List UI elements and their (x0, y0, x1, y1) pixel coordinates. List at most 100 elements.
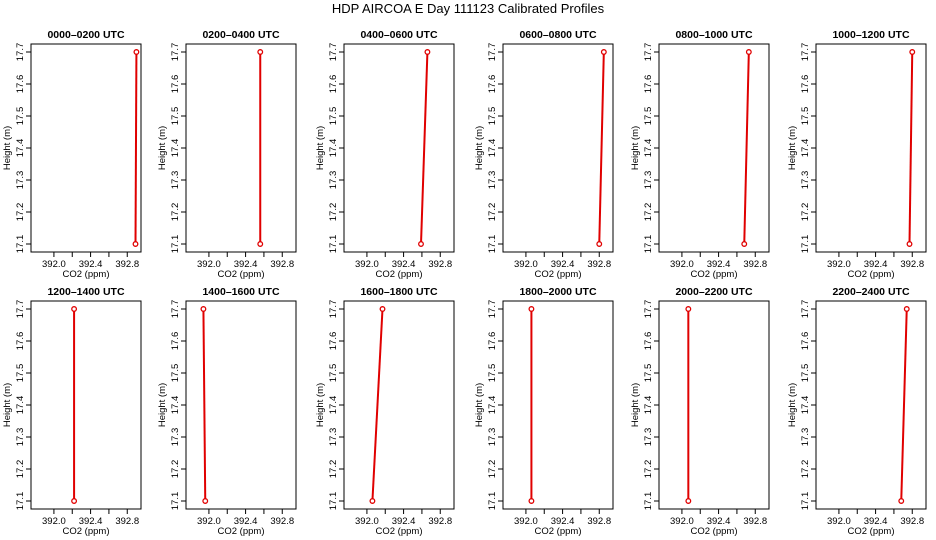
y-axis-label: Height (m) (474, 126, 485, 170)
y-tick-label: 17.1 (487, 235, 498, 254)
data-point (132, 241, 139, 247)
profile-line (598, 51, 605, 245)
x-tick-label: 392.4 (707, 259, 731, 270)
y-tick-label: 17.1 (15, 235, 26, 254)
x-tick-label: 392.8 (743, 259, 767, 270)
x-tick-label: 392.4 (864, 516, 888, 527)
y-axis-label: Height (m) (2, 126, 13, 170)
x-tick-label: 392.8 (428, 259, 452, 270)
y-tick-label: 17.6 (800, 332, 811, 351)
y-tick-label: 17.2 (15, 460, 26, 479)
y-tick-label: 17.1 (643, 492, 654, 511)
data-point (898, 498, 905, 504)
plot-frame (658, 300, 770, 510)
y-axis-label: Height (m) (315, 126, 326, 170)
y-tick-label: 17.6 (487, 75, 498, 94)
x-tick-label: 392.8 (587, 259, 611, 270)
x-tick-label: 392.8 (587, 516, 611, 527)
y-tick-label: 17.5 (15, 107, 26, 126)
y-tick-label: 17.1 (328, 235, 339, 254)
plot-frame (658, 43, 770, 253)
y-tick-label: 17.7 (15, 300, 26, 319)
plot-frame (502, 300, 614, 510)
plot-frame (815, 300, 927, 510)
x-tick-label: 392.0 (355, 516, 379, 527)
x-tick-label: 392.4 (707, 516, 731, 527)
x-tick-label: 392.4 (392, 516, 416, 527)
panel-title: 2000–2200 UTC (675, 286, 752, 298)
x-axis-label: CO2 (ppm) (376, 269, 423, 280)
data-point (685, 306, 692, 312)
y-tick-label: 17.6 (643, 332, 654, 351)
x-tick-label: 392.0 (827, 516, 851, 527)
data-point (741, 241, 748, 247)
y-tick-label: 17.1 (170, 235, 181, 254)
y-tick-label: 17.4 (800, 396, 811, 415)
x-tick-label: 392.8 (270, 516, 294, 527)
y-tick-label: 17.5 (328, 107, 339, 126)
data-point (424, 49, 431, 55)
data-point (596, 241, 603, 247)
figure-title: HDP AIRCOA E Day 111123 Calibrated Profi… (332, 1, 605, 16)
panel-5: 0800–1000 UTC 392.0 392.4 392.8 17.1 17.2 17.3… (630, 29, 770, 280)
y-tick-label: 17.4 (800, 139, 811, 158)
data-point (418, 241, 424, 247)
panels: 0000–0200 UTC 392.0 392.4 392.8 17.1 17.2 17.3… (2, 29, 927, 537)
y-tick-label: 17.4 (328, 396, 339, 415)
panel-title: 1600–1800 UTC (360, 286, 437, 298)
profile-line (420, 51, 429, 245)
y-tick-label: 17.6 (15, 332, 26, 351)
y-tick-label: 17.7 (800, 300, 811, 319)
y-axis-label: Height (m) (787, 126, 798, 170)
x-tick-label: 392.8 (900, 259, 924, 270)
panel-3: 0400–0600 UTC 392.0 392.4 392.8 17.1 17.2 17.3… (315, 29, 455, 280)
x-tick-label: 392.4 (864, 259, 888, 270)
y-tick-label: 17.1 (800, 492, 811, 511)
y-axis-label: Height (m) (157, 126, 168, 170)
x-tick-label: 392.0 (42, 259, 66, 270)
plot-frame (185, 43, 297, 253)
y-tick-label: 17.5 (487, 364, 498, 383)
x-axis-label: CO2 (ppm) (848, 526, 895, 537)
x-axis-label: CO2 (ppm) (376, 526, 423, 537)
y-tick-label: 17.7 (15, 43, 26, 62)
y-tick-label: 17.6 (170, 332, 181, 351)
y-tick-label: 17.7 (643, 43, 654, 62)
data-point (369, 498, 376, 504)
x-axis-label: CO2 (ppm) (218, 526, 265, 537)
panel-11: 2000–2200 UTC 392.0 392.4 392.8 17.1 17.2 17.3… (630, 286, 770, 537)
x-tick-label: 392.0 (514, 259, 538, 270)
panel-2: 0200–0400 UTC 392.0 392.4 392.8 17.1 17.2 17.3… (157, 29, 297, 280)
y-tick-label: 17.5 (643, 107, 654, 126)
y-tick-label: 17.1 (328, 492, 339, 511)
y-axis-label: Height (m) (630, 383, 641, 427)
x-tick-label: 392.4 (234, 516, 258, 527)
panel-title: 0800–1000 UTC (675, 29, 752, 41)
y-tick-label: 17.7 (328, 43, 339, 62)
data-point (71, 498, 78, 504)
y-tick-label: 17.3 (328, 428, 339, 447)
x-tick-label: 392.8 (270, 259, 294, 270)
x-axis-label: CO2 (ppm) (63, 526, 110, 537)
y-tick-label: 17.5 (15, 364, 26, 383)
x-tick-label: 392.4 (392, 259, 416, 270)
y-tick-label: 17.2 (643, 203, 654, 222)
x-axis-label: CO2 (ppm) (63, 269, 110, 280)
profile-line (202, 308, 207, 502)
plot-frame (343, 300, 455, 510)
x-tick-label: 392.0 (827, 259, 851, 270)
y-tick-label: 17.1 (170, 492, 181, 511)
plot-frame (30, 300, 142, 510)
y-tick-label: 17.6 (170, 75, 181, 94)
x-tick-label: 392.8 (743, 516, 767, 527)
y-tick-label: 17.3 (170, 428, 181, 447)
data-point (600, 49, 607, 55)
y-tick-label: 17.1 (800, 235, 811, 254)
y-tick-label: 17.3 (643, 171, 654, 190)
data-point (71, 306, 78, 312)
panel-8: 1400–1600 UTC 392.0 392.4 392.8 17.1 17.2 17.3… (157, 286, 297, 537)
y-tick-label: 17.4 (487, 396, 498, 415)
x-tick-label: 392.8 (428, 516, 452, 527)
profile-line (743, 51, 750, 245)
panel-title: 1000–1200 UTC (832, 29, 909, 41)
